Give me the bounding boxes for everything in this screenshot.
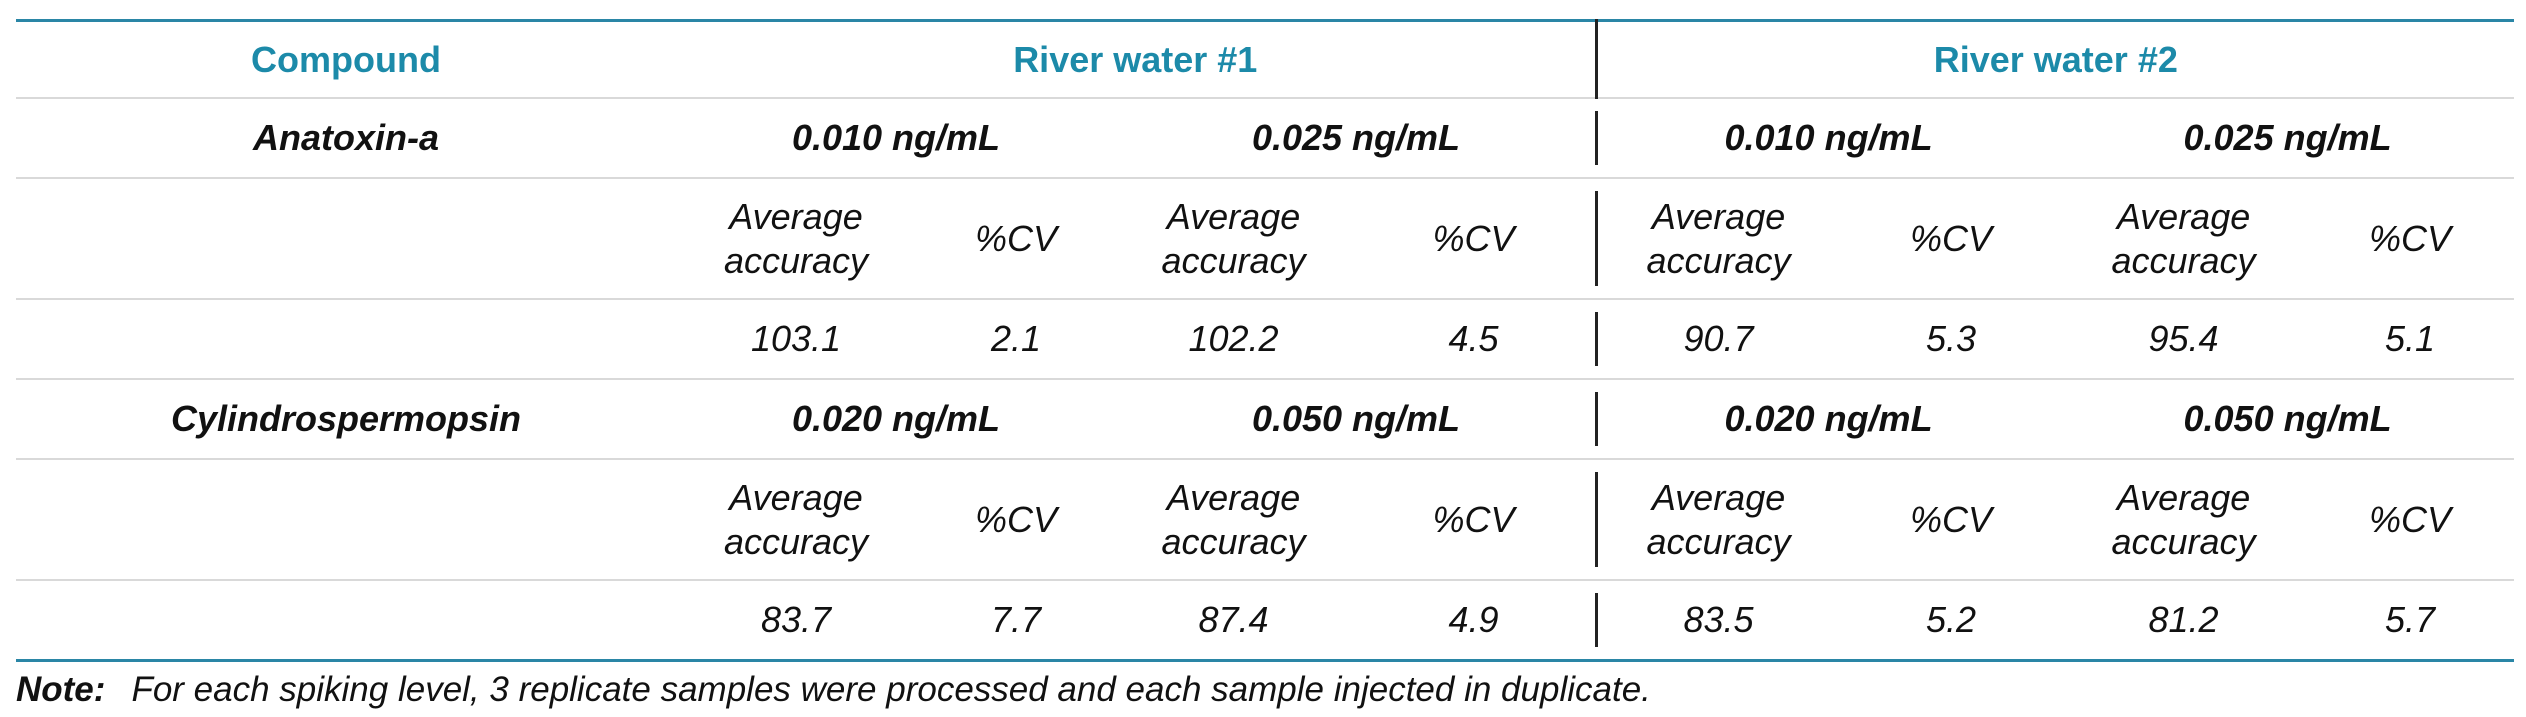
average-accuracy-header: Average accuracy xyxy=(1116,178,1351,300)
empty-cell xyxy=(16,178,676,300)
spike-level: 0.010 ng/mL xyxy=(676,98,1116,179)
value-cell: 95.4 xyxy=(2061,299,2307,380)
value-cell: 83.7 xyxy=(760,599,832,640)
spike-level: 0.020 ng/mL xyxy=(676,379,1116,460)
value-cell: 7.7 xyxy=(990,599,1042,640)
average-accuracy-header: Average accuracy xyxy=(676,178,916,300)
average-accuracy-header: Average accuracy xyxy=(1595,459,1842,581)
cv-header: %CV xyxy=(2306,459,2515,581)
cv-header: %CV xyxy=(1351,459,1597,581)
spike-level: 0.050 ng/mL xyxy=(2061,379,2515,460)
cv-header: %CV xyxy=(1351,178,1597,300)
spike-level: 0.025 ng/mL xyxy=(2061,98,2515,179)
average-accuracy-header: Average accuracy xyxy=(2061,459,2307,581)
compound-row: Anatoxin-a 0.010 ng/mL 0.025 ng/mL 0.010… xyxy=(16,98,2515,179)
compound-name: Anatoxin-a xyxy=(16,98,676,179)
value-cell: 102.2 xyxy=(1116,299,1351,380)
value-cell: 87.4 xyxy=(1198,599,1269,640)
header-row: Compound River water #1 River water #2 xyxy=(16,20,2515,99)
cv-header: %CV xyxy=(2306,178,2515,300)
value-cell: 2.1 xyxy=(916,299,1116,380)
values-row: 83.7 7.7 87.4 4.9 83.5 5.2 81.2 5.7 xyxy=(16,580,2514,661)
value-cell: 5.3 xyxy=(1841,299,2062,380)
cv-header: %CV xyxy=(916,178,1116,300)
value-cell: 103.1 xyxy=(676,299,916,380)
table-note: Note: For each spiking level, 3 replicate… xyxy=(16,668,2514,712)
average-accuracy-header: Average accuracy xyxy=(2061,178,2307,300)
cv-header: %CV xyxy=(1841,178,2062,300)
average-accuracy-header: Average accuracy xyxy=(676,459,916,581)
compound-row: Cylindrospermopsin 0.020 ng/mL 0.050 ng/… xyxy=(16,379,2515,460)
value-cell: 90.7 xyxy=(1595,299,1842,380)
average-accuracy-header: Average accuracy xyxy=(1116,459,1351,581)
spike-level: 0.025 ng/mL xyxy=(1116,98,1597,179)
value-cell: 4.9 xyxy=(1448,599,1499,640)
compound-column-header: Compound xyxy=(16,20,676,99)
average-accuracy-header: Average accuracy xyxy=(1595,178,1842,300)
subheader-row: Average accuracy %CV Average accuracy %CV … xyxy=(16,178,2515,300)
river-water-1-header: River water #1 xyxy=(676,20,1597,99)
cv-header: %CV xyxy=(1841,459,2062,581)
empty-cell xyxy=(16,299,676,380)
river-water-2-header: River water #2 xyxy=(1594,20,2515,99)
value-cell: 5.7 xyxy=(2385,599,2436,640)
value-cell: 5.1 xyxy=(2306,299,2515,380)
value-cell: 83.5 xyxy=(1595,580,1841,661)
compound-name: Cylindrospermopsin xyxy=(16,379,676,460)
value-cell: 81.2 xyxy=(2148,599,2219,640)
empty-cell xyxy=(16,580,676,661)
values-row: 103.1 2.1 102.2 4.5 90.7 5.3 95.4 5.1 xyxy=(16,299,2515,380)
value-cell: 5.2 xyxy=(1926,599,1977,640)
spike-level: 0.010 ng/mL xyxy=(1595,98,2062,179)
spike-level: 0.050 ng/mL xyxy=(1116,379,1597,460)
empty-cell xyxy=(16,459,676,581)
value-cell: 4.5 xyxy=(1351,299,1597,380)
spike-level: 0.020 ng/mL xyxy=(1595,379,2062,460)
results-table: Compound River water #1 River water #2 A… xyxy=(16,19,2515,662)
cv-header: %CV xyxy=(916,459,1116,581)
note-label: Note: xyxy=(16,670,106,709)
subheader-row: Average accuracy %CV Average accuracy %CV … xyxy=(16,459,2515,581)
note-text: For each spiking level, 3 replicate samp… xyxy=(131,670,1651,709)
